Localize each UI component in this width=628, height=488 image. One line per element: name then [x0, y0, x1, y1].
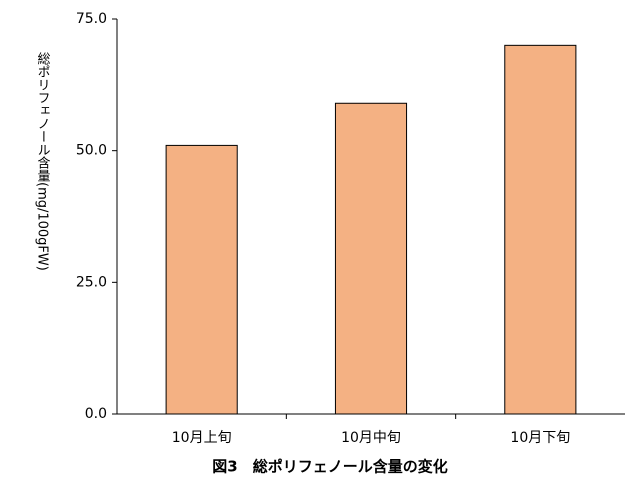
y-tick-label: 0.0: [85, 406, 107, 422]
x-tick-label: 10月下旬: [510, 430, 570, 446]
y-axis-label: 総ポリフェノール含量(mg/100gFW): [35, 52, 51, 271]
y-tick-label: 50.0: [76, 143, 107, 159]
y-tick-label: 25.0: [76, 274, 107, 290]
bar: [504, 44, 577, 415]
bar: [165, 144, 238, 415]
y-tick-label: 75.0: [76, 11, 107, 27]
bar: [334, 102, 408, 415]
x-tick-label: 10月上旬: [172, 430, 232, 446]
x-tick-label: 10月中旬: [341, 430, 401, 446]
chart-title: 図3 総ポリフェノール含量の変化: [212, 458, 447, 476]
